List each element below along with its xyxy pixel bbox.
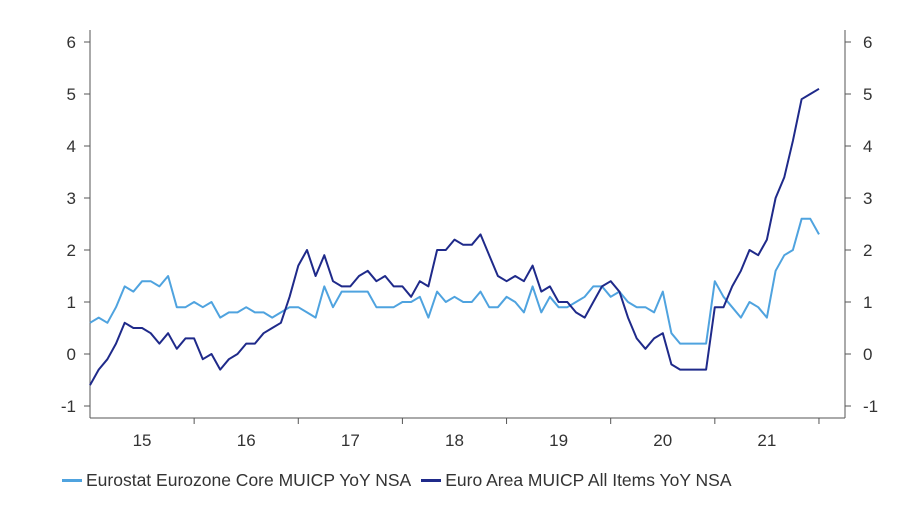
legend-item-all-items: Euro Area MUICP All Items YoY NSA [421,470,732,491]
y-tick-label: 5 [67,85,76,104]
y-tick-label: 4 [67,137,76,156]
y2-tick-label: -1 [863,397,878,416]
y-tick-label: 3 [67,189,76,208]
series-lines [89,87,820,386]
x-tick-label: 18 [445,431,464,450]
left-y-axis-ticks: 6 5 4 3 2 1 0 -1 [61,33,90,416]
chart-axes [89,30,846,419]
x-tick-label: 20 [653,431,672,450]
y-tick-label: 6 [67,33,76,52]
y2-tick-label: 4 [863,137,872,156]
y2-tick-label: 3 [863,189,872,208]
y2-tick-label: 0 [863,345,872,364]
y-tick-label: 2 [67,241,76,260]
legend-label-core: Eurostat Eurozone Core MUICP YoY NSA [86,470,412,490]
series-line-all-items [89,87,820,386]
y-tick-label: 1 [67,293,76,312]
y-tick-label: 0 [67,345,76,364]
right-y-axis-ticks: 6 5 4 3 2 1 0 -1 [845,33,878,416]
x-tick-label: 15 [133,431,152,450]
y2-tick-label: 5 [863,85,872,104]
y-tick-label: -1 [61,397,76,416]
series-line-core [89,217,820,345]
x-tick-label: 17 [341,431,360,450]
y2-tick-label: 6 [863,33,872,52]
y2-tick-label: 2 [863,241,872,260]
y2-tick-label: 1 [863,293,872,312]
legend-swatch-all-items [421,479,442,482]
x-axis-ticks: 15 16 17 18 19 20 21 [133,418,820,450]
legend-label-all-items: Euro Area MUICP All Items YoY NSA [445,470,732,490]
legend-swatch-core [62,479,82,482]
x-tick-label: 19 [549,431,568,450]
chart-legend: Eurostat Eurozone Core MUICP YoY NSA Eur… [62,470,742,491]
legend-item-core: Eurostat Eurozone Core MUICP YoY NSA [62,470,411,491]
x-tick-label: 16 [237,431,256,450]
x-tick-label: 21 [757,431,776,450]
